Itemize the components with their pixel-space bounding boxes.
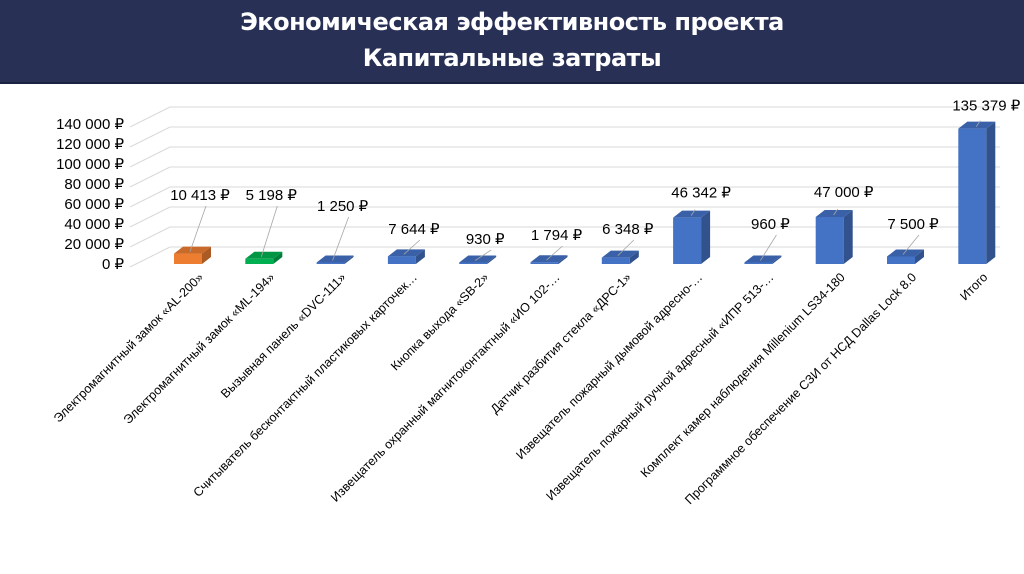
data-labels: 10 413 ₽ 5 198 ₽ 1 250 ₽ 7 644 ₽ 930 ₽ 1 794 … — [170, 98, 1021, 261]
y-tick-label: 60 000 ₽ — [64, 196, 124, 213]
y-tick-label: 0 ₽ — [102, 256, 125, 273]
y-tick-label: 100 000 ₽ — [56, 156, 124, 173]
chart-bars — [174, 121, 996, 264]
slide-header: Экономическая эффективность проекта Капи… — [0, 0, 1024, 84]
bar — [387, 249, 425, 264]
bar — [459, 255, 497, 264]
x-category-label: Электромагнитный замок «AL-200» — [51, 270, 206, 425]
data-label: 47 000 ₽ — [814, 184, 874, 201]
data-label: 46 342 ₽ — [671, 185, 731, 202]
x-category-label: Программное обеспечение СЗИ от НСД Dalla… — [682, 270, 919, 507]
data-label: 930 ₽ — [466, 231, 505, 248]
x-category-label: Итого — [957, 270, 990, 303]
data-label: 5 198 ₽ — [246, 187, 298, 204]
y-tick-label: 40 000 ₽ — [64, 216, 124, 233]
data-label: 10 413 ₽ — [170, 187, 230, 204]
bar — [245, 251, 283, 264]
chart-gridlines — [129, 106, 1000, 268]
y-tick-label: 140 000 ₽ — [56, 116, 124, 133]
bar — [316, 255, 354, 264]
slide-title: Экономическая эффективность проекта — [240, 8, 784, 36]
data-label: 7 500 ₽ — [887, 216, 939, 233]
slide-subtitle: Капитальные затраты — [362, 44, 662, 72]
y-axis: 0 ₽ 20 000 ₽ 40 000 ₽ 60 000 ₽ 80 000 ₽ 100 0… — [56, 116, 124, 273]
bar — [174, 246, 211, 264]
data-label: 960 ₽ — [751, 216, 790, 233]
bar — [744, 255, 782, 264]
x-category-label: Электромагнитный замок «ML-194» — [121, 270, 278, 427]
y-tick-label: 120 000 ₽ — [56, 136, 124, 153]
x-category-label: Вызывная панель «DVC-111» — [218, 270, 349, 401]
y-tick-label: 80 000 ₽ — [64, 176, 124, 193]
bar — [958, 121, 996, 264]
x-category-label: Датчик разбития стекла «ДРС-1» — [488, 270, 634, 416]
data-label: 7 644 ₽ — [388, 221, 440, 238]
bar — [673, 210, 711, 264]
data-label: 6 348 ₽ — [602, 221, 654, 238]
data-label: 1 794 ₽ — [531, 227, 583, 244]
bar — [601, 250, 639, 264]
y-tick-label: 20 000 ₽ — [64, 236, 124, 253]
data-label: 1 250 ₽ — [317, 198, 369, 215]
x-axis: Электромагнитный замок «AL-200»Электрома… — [51, 270, 991, 507]
bar-chart: 0 ₽ 20 000 ₽ 40 000 ₽ 60 000 ₽ 80 000 ₽ 100 0… — [51, 98, 1021, 508]
bar — [530, 255, 568, 264]
bar — [887, 249, 924, 264]
bar — [815, 210, 853, 264]
data-label: 135 379 ₽ — [952, 98, 1020, 115]
